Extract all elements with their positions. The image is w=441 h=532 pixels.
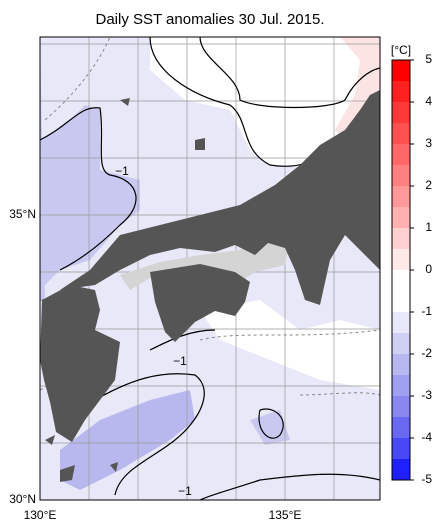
colorbar-band [392, 249, 410, 271]
colorbar-tick-label: -4 [421, 430, 432, 444]
contour-line [199, 473, 381, 501]
colorbar-unit: [°C] [391, 43, 411, 57]
colorbar-tick-label: 2 [425, 178, 432, 192]
contour-label: −1 [173, 354, 187, 368]
contour-label: −1 [178, 484, 192, 498]
colorbar-band [392, 123, 410, 145]
colorbar-band [392, 186, 410, 208]
colorbar-band [392, 312, 410, 334]
colorbar-band [392, 459, 410, 481]
colorbar-tick-label: 3 [425, 136, 432, 150]
sea-near-zero [200, 37, 380, 110]
map-title: Daily SST anomalies 30 Jul. 2015. [95, 11, 324, 28]
colorbar-band [392, 228, 410, 250]
colorbar-tick-label: 0 [425, 262, 432, 276]
sea-cool [40, 37, 45, 300]
colorbar-band [392, 375, 410, 397]
colorbar-band [392, 354, 410, 376]
colorbar-band [392, 396, 410, 418]
colorbar-band [392, 417, 410, 439]
lat-label: 35°N [9, 207, 36, 221]
land-honshu [60, 90, 380, 305]
colorbar-band [392, 60, 410, 82]
colorbar-band [392, 291, 410, 313]
land-kyushu [40, 285, 120, 442]
land-shikoku [150, 264, 250, 342]
contour-line [39, 107, 137, 271]
sea-cool [40, 105, 140, 290]
colorbar: 5 4 3 2 1 0 -1 -2 -3 -4 -5 [391, 52, 432, 486]
sea-warm [335, 37, 380, 140]
colorbar-band [392, 144, 410, 166]
colorbar-band [392, 333, 410, 355]
lat-label: 30°N [9, 492, 36, 506]
colorbar-tick-label: -5 [421, 472, 432, 486]
colorbar-band [392, 165, 410, 187]
lon-label: 135°E [269, 508, 302, 522]
map-area [39, 36, 381, 501]
colorbar-tick-label: 1 [425, 220, 432, 234]
colorbar-tick-label: -2 [421, 346, 432, 360]
contour-line [258, 408, 284, 439]
colorbar-band [392, 270, 410, 292]
contour-line [199, 36, 381, 109]
colorbar-band [392, 438, 410, 460]
colorbar-band [392, 207, 410, 229]
colorbar-band [392, 102, 410, 124]
sea-cool [60, 390, 195, 490]
contour-label: −1 [115, 164, 129, 178]
colorbar-tick-label: -1 [421, 304, 432, 318]
colorbar-tick-label: 4 [425, 94, 432, 108]
map-frame [39, 36, 381, 501]
sea-cool [250, 410, 290, 445]
lon-label: 130°E [24, 508, 57, 522]
sea-near-zero [200, 300, 380, 390]
colorbar-tick-label: -3 [421, 388, 432, 402]
colorbar-band [392, 81, 410, 103]
colorbar-tick-label: 5 [425, 52, 432, 66]
contour-line [94, 373, 205, 496]
